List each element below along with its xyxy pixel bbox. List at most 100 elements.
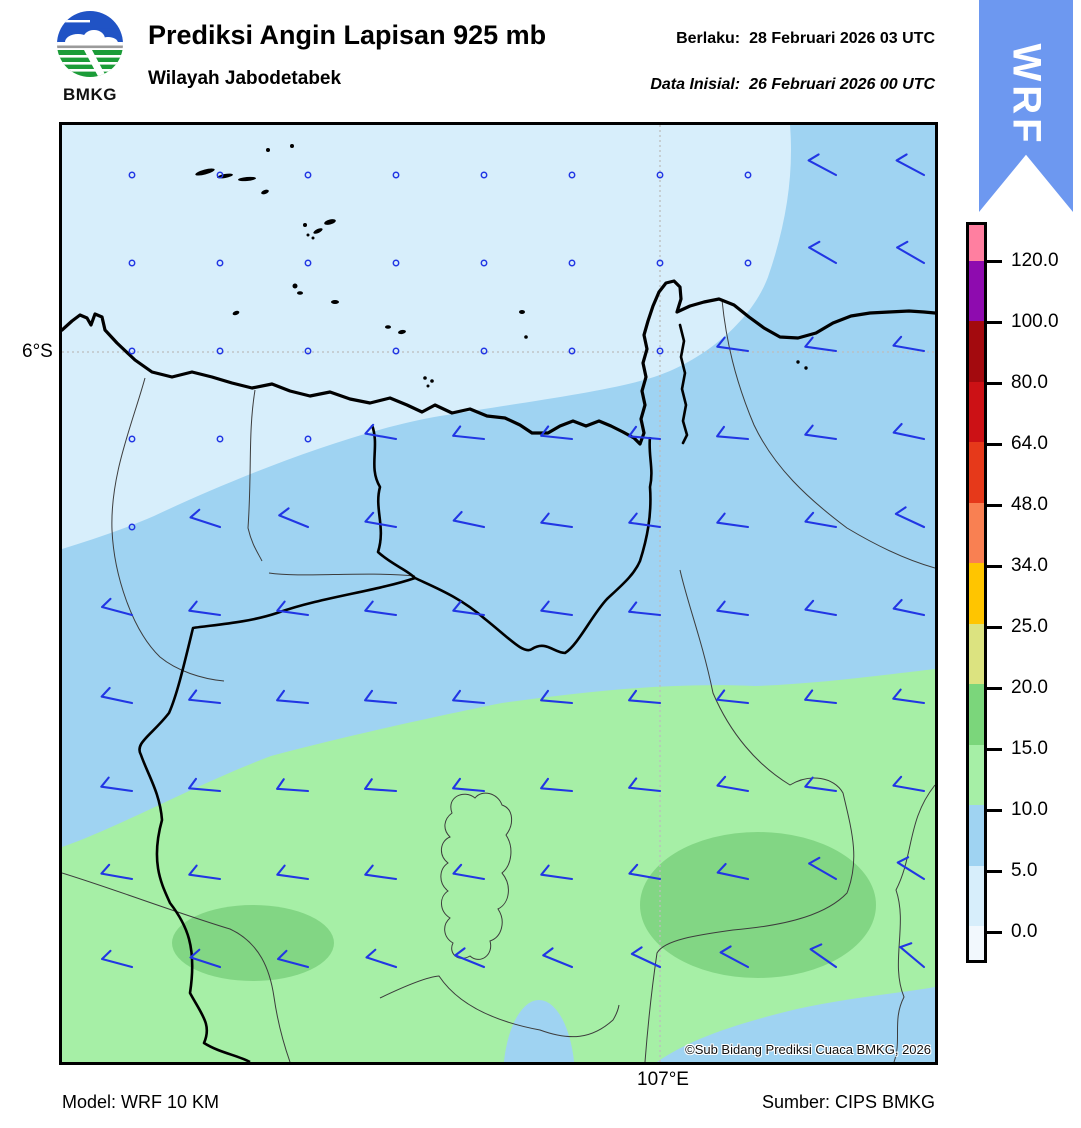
valid-time-line: Berlaku: 28 Februari 2026 03 UTC bbox=[676, 30, 935, 48]
legend-segment bbox=[969, 321, 984, 382]
wind-barb bbox=[808, 240, 838, 265]
page-title: Prediksi Angin Lapisan 925 mb bbox=[148, 20, 547, 50]
wind-barb bbox=[804, 776, 838, 793]
wind-barb bbox=[716, 862, 750, 881]
legend-segment bbox=[969, 381, 984, 443]
calm-wind-symbol bbox=[216, 171, 224, 179]
wind-barb bbox=[188, 600, 222, 617]
wind-barb bbox=[276, 689, 310, 705]
model-label: Model: WRF 10 KM bbox=[62, 1092, 220, 1112]
wind-barb bbox=[540, 777, 574, 793]
wind-barb bbox=[804, 689, 838, 705]
wind-barb bbox=[452, 689, 486, 705]
legend-tick-mark bbox=[987, 747, 1002, 751]
legend-color-bar bbox=[966, 222, 987, 963]
legend-segment bbox=[969, 623, 984, 685]
valid-time-value: 28 Februari 2026 03 UTC bbox=[749, 30, 935, 47]
legend-segment bbox=[969, 442, 984, 503]
wind-barb bbox=[100, 686, 134, 705]
legend-tick-label: 80.0 bbox=[1011, 372, 1048, 393]
admin-boundaries bbox=[61, 299, 936, 1063]
wind-barb bbox=[892, 775, 926, 793]
wind-barb bbox=[716, 512, 750, 529]
wind-barb bbox=[452, 425, 486, 441]
wind-barb bbox=[189, 508, 222, 529]
wind-barb bbox=[628, 512, 662, 529]
legend-tick-mark bbox=[987, 869, 1002, 873]
wind-barb bbox=[892, 335, 926, 353]
wind-speed-legend: 120.0 100.0 80.0 64.0 48.0 34.0 25.0 20.0 15.0 10… bbox=[966, 222, 1081, 963]
legend-tick-mark bbox=[987, 808, 1002, 812]
legend-tick-label: 15.0 bbox=[1011, 738, 1048, 759]
legend-tick-mark bbox=[987, 564, 1002, 568]
wind-barb bbox=[716, 689, 750, 705]
legend-tick-label: 0.0 bbox=[1011, 921, 1038, 942]
wind-barb bbox=[896, 240, 926, 265]
page-subtitle: Wilayah Jabodetabek bbox=[148, 68, 342, 89]
wind-barb bbox=[540, 425, 574, 441]
wind-barb bbox=[628, 689, 662, 705]
legend-tick-mark bbox=[987, 442, 1002, 446]
calm-wind-symbol bbox=[128, 523, 136, 531]
calm-wind-symbol bbox=[568, 259, 576, 267]
wind-barb bbox=[454, 947, 486, 969]
wind-barb bbox=[892, 688, 926, 705]
calm-wind-symbol bbox=[128, 435, 136, 443]
legend-tick-mark bbox=[987, 930, 1002, 934]
legend-segment bbox=[969, 805, 984, 866]
init-time-value: 26 Februari 2026 00 UTC bbox=[749, 76, 935, 93]
wind-barb bbox=[188, 689, 222, 705]
calm-wind-symbol bbox=[744, 259, 752, 267]
wind-barb bbox=[452, 600, 486, 617]
wind-barb bbox=[277, 949, 310, 969]
legend-tick-mark bbox=[987, 625, 1002, 629]
wind-barb bbox=[809, 943, 838, 969]
wind-barb bbox=[452, 777, 486, 793]
copyright-note: ©Sub Bidang Prediksi Cuaca BMKG, 2026 bbox=[685, 1042, 931, 1057]
calm-wind-symbol bbox=[216, 259, 224, 267]
wind-barb bbox=[365, 948, 398, 969]
wind-barb bbox=[101, 597, 134, 617]
legend-segment bbox=[969, 926, 984, 960]
calm-wind-symbol bbox=[392, 259, 400, 267]
wind-barb bbox=[452, 510, 486, 529]
wind-barb bbox=[189, 948, 222, 969]
bmkg-logo: BMKG bbox=[52, 8, 128, 105]
legend-tick-mark bbox=[987, 259, 1002, 263]
wind-barb bbox=[364, 423, 398, 441]
calm-wind-symbol bbox=[480, 171, 488, 179]
legend-tick-mark bbox=[987, 503, 1002, 507]
legend-tick-label: 34.0 bbox=[1011, 555, 1048, 576]
legend-segment bbox=[969, 744, 984, 806]
longitude-label: 107°E bbox=[637, 1069, 689, 1090]
legend-segment bbox=[969, 563, 984, 624]
calm-wind-symbol bbox=[216, 347, 224, 355]
wind-barb bbox=[716, 600, 750, 617]
wind-barb bbox=[892, 422, 926, 441]
wind-barb bbox=[804, 424, 838, 441]
wind-barb bbox=[804, 336, 838, 353]
wind-barb bbox=[540, 689, 574, 705]
legend-tick-label: 25.0 bbox=[1011, 616, 1048, 637]
legend-segment bbox=[969, 225, 984, 261]
legend-tick-mark bbox=[987, 381, 1002, 385]
wind-barb bbox=[540, 512, 574, 529]
legend-segment bbox=[969, 865, 984, 927]
wind-barb-layer bbox=[100, 153, 926, 969]
wind-barb bbox=[808, 856, 838, 881]
wrf-ribbon-label: WRF bbox=[1004, 43, 1049, 147]
valid-time-label: Berlaku: bbox=[676, 30, 741, 47]
wind-barb bbox=[719, 945, 750, 969]
calm-wind-symbol bbox=[128, 171, 136, 179]
wind-barb bbox=[188, 864, 222, 881]
calm-wind-symbol bbox=[656, 347, 664, 355]
wind-barb bbox=[628, 601, 662, 617]
legend-segment bbox=[969, 684, 984, 745]
legend-tick-label: 48.0 bbox=[1011, 494, 1048, 515]
coastline bbox=[60, 279, 937, 446]
latitude-label: 6°S bbox=[22, 341, 53, 362]
wind-barb bbox=[896, 856, 926, 881]
wind-barb bbox=[276, 864, 310, 881]
wind-barb bbox=[452, 863, 486, 881]
